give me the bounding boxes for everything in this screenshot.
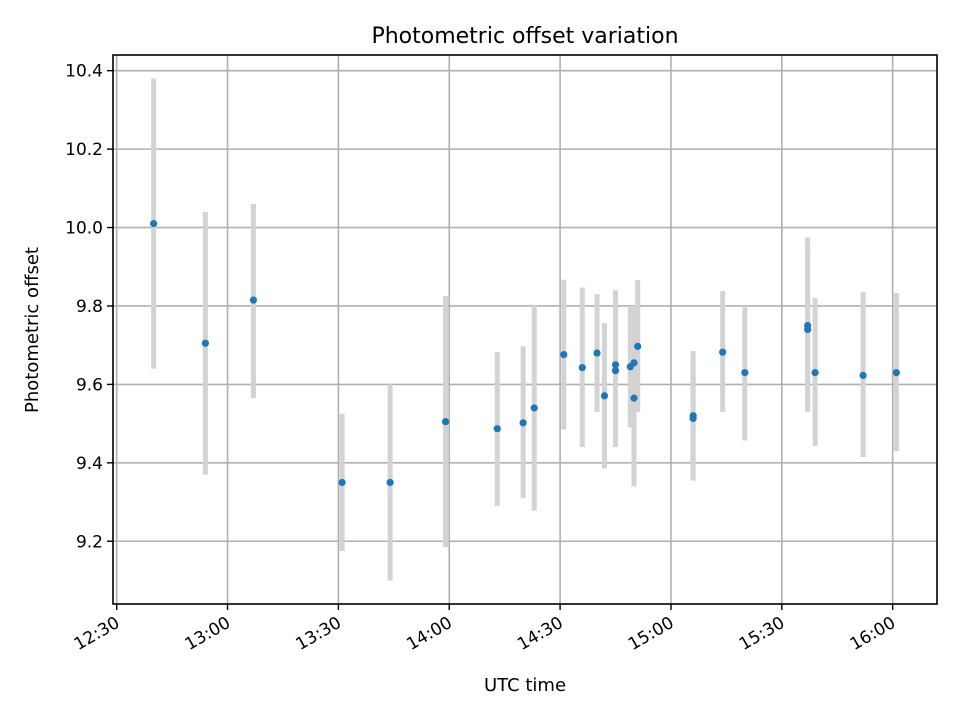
data-point: [892, 369, 900, 377]
y-tick-label: 10.0: [65, 219, 103, 239]
data-point: [386, 478, 394, 487]
data-point: [201, 339, 209, 347]
data-point: [578, 363, 586, 372]
y-axis-label: Photometric offset: [22, 247, 43, 413]
y-tick-label: 10.4: [65, 62, 103, 82]
data-point: [560, 350, 568, 359]
plot-frame: [112, 54, 938, 605]
data-point: [519, 419, 527, 427]
data-point: [741, 369, 749, 377]
data-point: [530, 404, 538, 412]
y-tick-label: 9.8: [76, 297, 103, 317]
data-point: [630, 359, 638, 367]
y-axis-ticks: 9.2 9.4 9.6 9.8 10.0 10.2 10.4: [65, 62, 113, 552]
data-point: [859, 371, 867, 379]
y-tick-label: 9.4: [76, 454, 103, 474]
data-point: [811, 369, 819, 377]
data-point: [593, 349, 601, 357]
data-point: [611, 367, 620, 375]
data-point: [493, 425, 501, 433]
y-tick-label: 9.2: [76, 532, 103, 552]
data-point: [634, 342, 642, 350]
data-point: [611, 361, 620, 369]
data-point: [441, 418, 450, 426]
data-point: [150, 220, 158, 228]
data-point: [689, 414, 697, 423]
y-tick-label: 9.6: [76, 375, 103, 395]
data-point: [338, 478, 346, 487]
y-tick-label: 10.2: [65, 140, 103, 160]
data-point: [600, 392, 609, 400]
data-point: [804, 321, 812, 330]
data-point: [630, 394, 638, 402]
chart-title: Photometric offset variation: [371, 24, 678, 49]
data-points: [150, 220, 900, 487]
data-point: [719, 348, 727, 356]
data-point: [249, 296, 258, 304]
x-axis-label: UTC time: [484, 675, 566, 696]
